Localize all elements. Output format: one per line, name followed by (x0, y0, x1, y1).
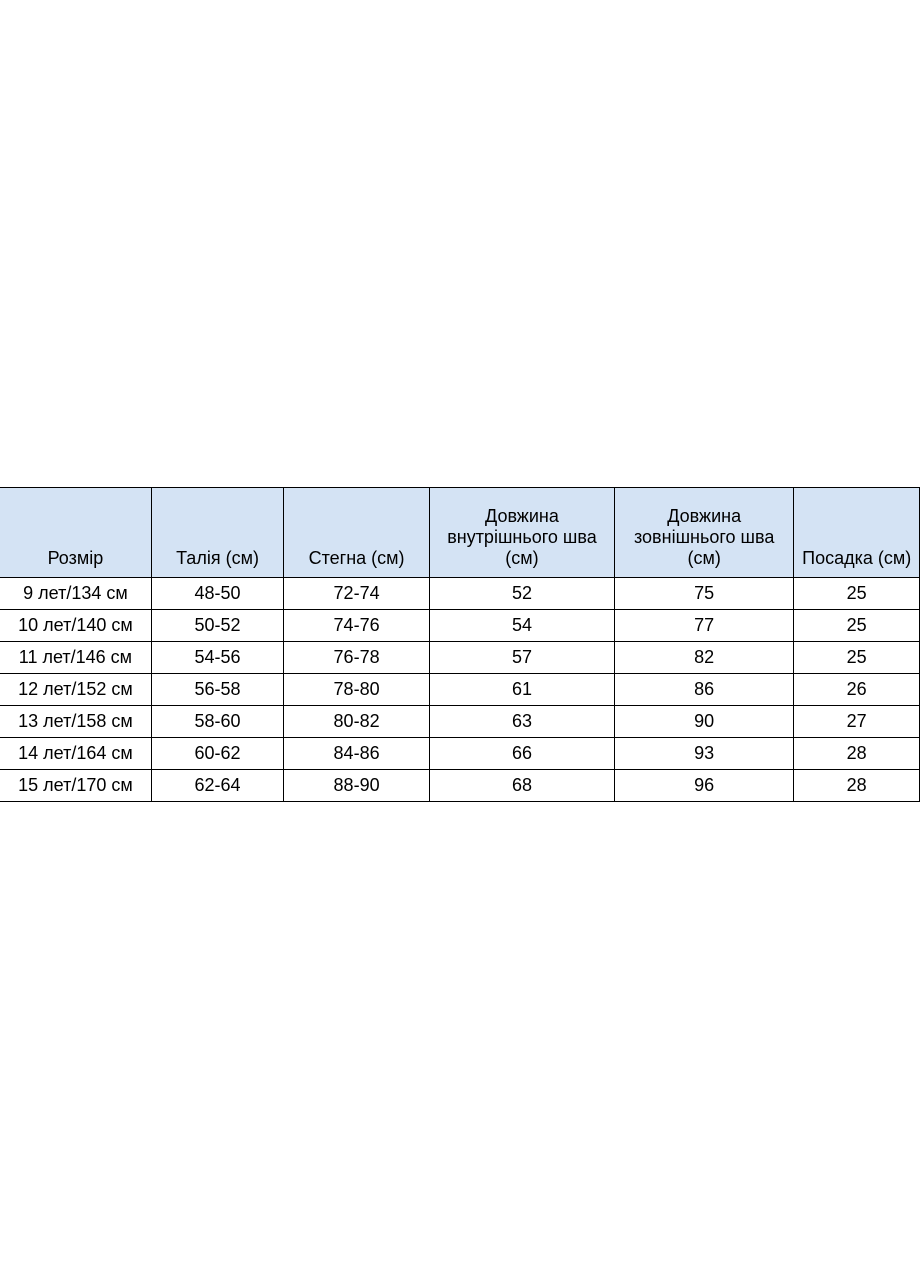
table-body: 9 лет/134 см 48-50 72-74 52 75 25 10 лет… (0, 578, 920, 802)
cell-outer-seam: 86 (614, 674, 793, 706)
cell-size: 11 лет/146 см (0, 642, 151, 674)
cell-size: 9 лет/134 см (0, 578, 151, 610)
table-row: 11 лет/146 см 54-56 76-78 57 82 25 (0, 642, 920, 674)
cell-outer-seam: 93 (614, 738, 793, 770)
cell-outer-seam: 96 (614, 770, 793, 802)
cell-outer-seam: 75 (614, 578, 793, 610)
column-header-inner-seam: Довжина внутрішнього шва (см) (429, 488, 614, 578)
cell-inner-seam: 57 (429, 642, 614, 674)
table-row: 9 лет/134 см 48-50 72-74 52 75 25 (0, 578, 920, 610)
cell-hips: 78-80 (284, 674, 430, 706)
table-header-row: Розмір Талія (см) Стегна (см) Довжина вн… (0, 488, 920, 578)
column-header-waist: Талія (см) (151, 488, 283, 578)
column-header-rise: Посадка (см) (794, 488, 920, 578)
cell-waist: 56-58 (151, 674, 283, 706)
cell-size: 12 лет/152 см (0, 674, 151, 706)
cell-inner-seam: 68 (429, 770, 614, 802)
cell-rise: 28 (794, 770, 920, 802)
cell-size: 15 лет/170 см (0, 770, 151, 802)
table-row: 12 лет/152 см 56-58 78-80 61 86 26 (0, 674, 920, 706)
cell-waist: 48-50 (151, 578, 283, 610)
cell-outer-seam: 90 (614, 706, 793, 738)
cell-rise: 25 (794, 578, 920, 610)
table-row: 10 лет/140 см 50-52 74-76 54 77 25 (0, 610, 920, 642)
cell-hips: 76-78 (284, 642, 430, 674)
cell-rise: 25 (794, 642, 920, 674)
cell-waist: 54-56 (151, 642, 283, 674)
cell-waist: 62-64 (151, 770, 283, 802)
cell-size: 14 лет/164 см (0, 738, 151, 770)
cell-inner-seam: 54 (429, 610, 614, 642)
cell-hips: 72-74 (284, 578, 430, 610)
cell-outer-seam: 82 (614, 642, 793, 674)
column-header-size: Розмір (0, 488, 151, 578)
cell-waist: 58-60 (151, 706, 283, 738)
cell-hips: 88-90 (284, 770, 430, 802)
cell-waist: 60-62 (151, 738, 283, 770)
table-row: 15 лет/170 см 62-64 88-90 68 96 28 (0, 770, 920, 802)
cell-inner-seam: 61 (429, 674, 614, 706)
cell-inner-seam: 66 (429, 738, 614, 770)
cell-hips: 80-82 (284, 706, 430, 738)
cell-inner-seam: 63 (429, 706, 614, 738)
table-row: 13 лет/158 см 58-60 80-82 63 90 27 (0, 706, 920, 738)
column-header-outer-seam: Довжина зовнішнього шва (см) (614, 488, 793, 578)
cell-hips: 74-76 (284, 610, 430, 642)
size-chart-table-container: Розмір Талія (см) Стегна (см) Довжина вн… (0, 487, 920, 802)
cell-size: 10 лет/140 см (0, 610, 151, 642)
cell-outer-seam: 77 (614, 610, 793, 642)
cell-inner-seam: 52 (429, 578, 614, 610)
column-header-hips: Стегна (см) (284, 488, 430, 578)
cell-waist: 50-52 (151, 610, 283, 642)
size-chart-table: Розмір Талія (см) Стегна (см) Довжина вн… (0, 487, 920, 802)
cell-rise: 26 (794, 674, 920, 706)
cell-hips: 84-86 (284, 738, 430, 770)
cell-rise: 28 (794, 738, 920, 770)
cell-rise: 27 (794, 706, 920, 738)
cell-size: 13 лет/158 см (0, 706, 151, 738)
cell-rise: 25 (794, 610, 920, 642)
table-row: 14 лет/164 см 60-62 84-86 66 93 28 (0, 738, 920, 770)
